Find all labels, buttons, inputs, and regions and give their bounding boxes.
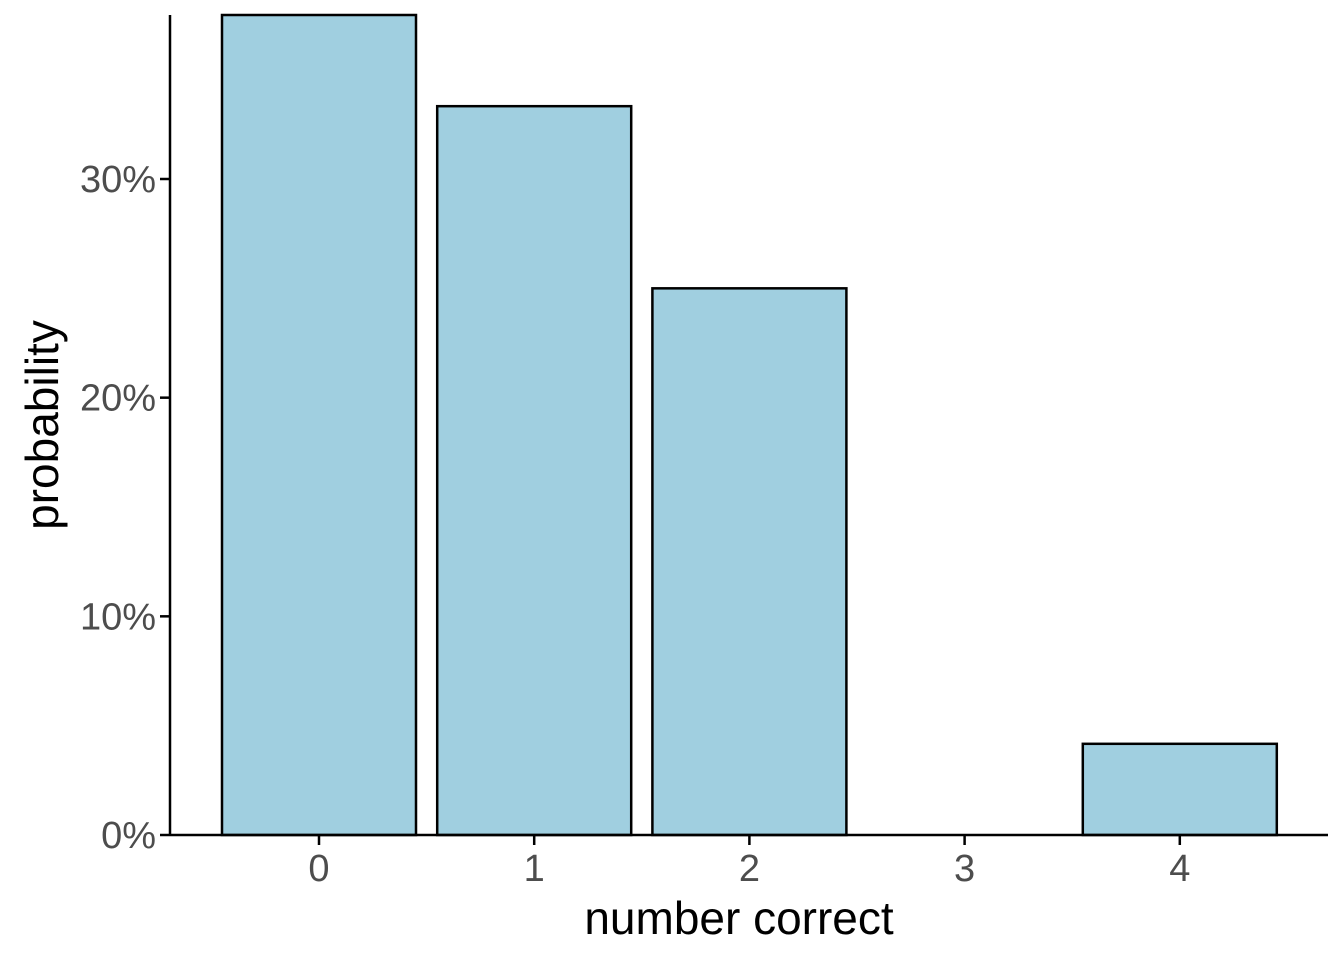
- x-tick-label: 4: [1169, 848, 1190, 890]
- x-tick-label: 3: [954, 848, 975, 890]
- x-tick-label: 2: [739, 848, 760, 890]
- x-axis-ticks: 0 1 2 3 4: [308, 835, 1190, 890]
- bar-0: [220, 13, 418, 837]
- bar-4: [1081, 742, 1279, 837]
- bars-group: [220, 13, 1279, 837]
- y-tick-label: 20%: [80, 378, 156, 420]
- x-tick-label: 0: [308, 848, 329, 890]
- y-axis-ticks: 0% 10% 20% 30%: [80, 159, 170, 857]
- bar-2: [651, 287, 848, 837]
- y-tick-label: 30%: [80, 159, 156, 201]
- y-tick-label: 0%: [101, 815, 156, 857]
- bar-1: [435, 104, 633, 837]
- y-tick-label: 10%: [80, 596, 156, 638]
- x-tick-label: 1: [524, 848, 545, 890]
- y-axis-title: probability: [16, 320, 68, 530]
- x-axis-title: number correct: [584, 892, 894, 944]
